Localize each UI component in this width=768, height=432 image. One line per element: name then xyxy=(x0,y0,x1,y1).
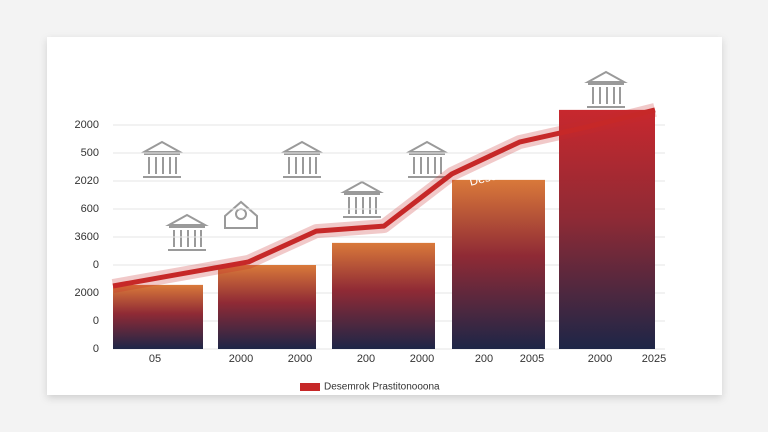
y-tick-label: 0 xyxy=(93,343,99,355)
y-tick-label: 2000 xyxy=(75,119,99,131)
x-tick-label: 05 xyxy=(149,353,161,365)
x-tick-label: 2000 xyxy=(288,353,312,365)
y-tick-label: 3600 xyxy=(75,231,99,243)
bar xyxy=(559,109,655,349)
x-tick-label: 2000 xyxy=(410,353,434,365)
x-tick-label: 2000 xyxy=(588,353,612,365)
y-tick-label: 600 xyxy=(81,203,99,215)
bar xyxy=(218,265,316,349)
bar xyxy=(452,179,545,349)
y-tick-label: 2000 xyxy=(75,287,99,299)
x-tick-label: 200 xyxy=(357,353,375,365)
y-tick-label: 2020 xyxy=(75,175,99,187)
y-tick-label: 500 xyxy=(81,147,99,159)
x-tick-label: 2005 xyxy=(520,353,544,365)
y-tick-label: 0 xyxy=(93,315,99,327)
line xyxy=(112,107,656,289)
y-tick-label: 0 xyxy=(93,259,99,271)
x-tick-label: 2000 xyxy=(229,353,253,365)
legend-swatch xyxy=(300,383,320,391)
bar xyxy=(332,242,435,349)
legend-label: Desemrok Prastitonooona xyxy=(324,382,440,393)
bar xyxy=(113,284,203,349)
x-tick-label: 2025 xyxy=(642,353,666,365)
x-tick-label: 200 xyxy=(475,353,493,365)
